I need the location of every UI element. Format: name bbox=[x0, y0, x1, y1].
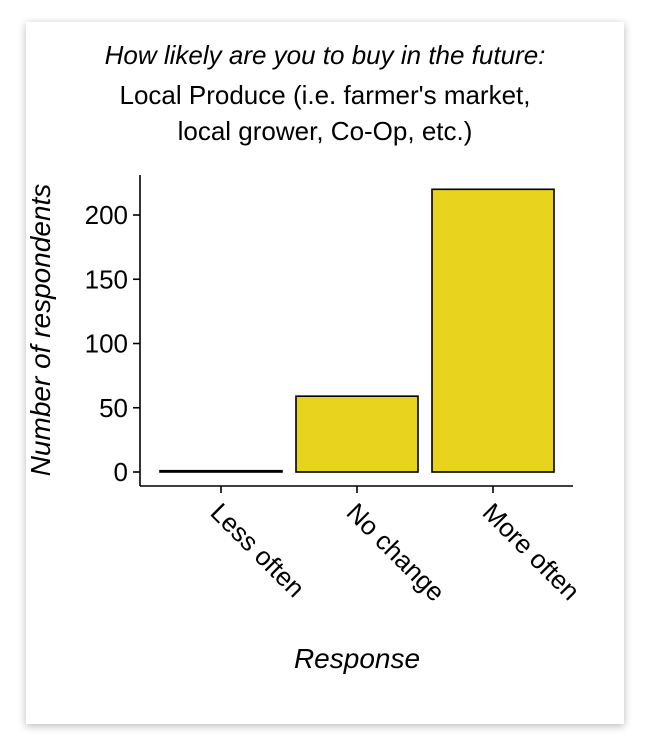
y-axis: 0 50 100 150 200 bbox=[85, 175, 141, 487]
y-tick-label: 100 bbox=[85, 329, 128, 359]
y-tick-label: 0 bbox=[114, 457, 128, 487]
x-tick-label: No change bbox=[341, 497, 451, 607]
bar-more-often bbox=[431, 188, 555, 473]
x-tick-label: Less often bbox=[205, 497, 311, 603]
x-tick-label: More often bbox=[477, 497, 586, 606]
bar-less-often bbox=[159, 469, 283, 473]
y-tick-label: 50 bbox=[99, 393, 128, 423]
bar-no-change bbox=[295, 395, 419, 473]
x-axis-title: Response bbox=[294, 643, 420, 674]
x-axis: Less often No change More often bbox=[140, 485, 586, 607]
y-axis-title: Number of respondents bbox=[25, 184, 56, 477]
chart-subtitle-line-2: local grower, Co-Op, etc.) bbox=[178, 116, 473, 146]
chart-title: How likely are you to buy in the future: bbox=[105, 40, 546, 70]
bars-group bbox=[159, 188, 555, 473]
y-tick-label: 150 bbox=[85, 264, 128, 294]
chart-subtitle-line-1: Local Produce (i.e. farmer's market, bbox=[120, 80, 531, 110]
y-tick-label: 200 bbox=[85, 200, 128, 230]
